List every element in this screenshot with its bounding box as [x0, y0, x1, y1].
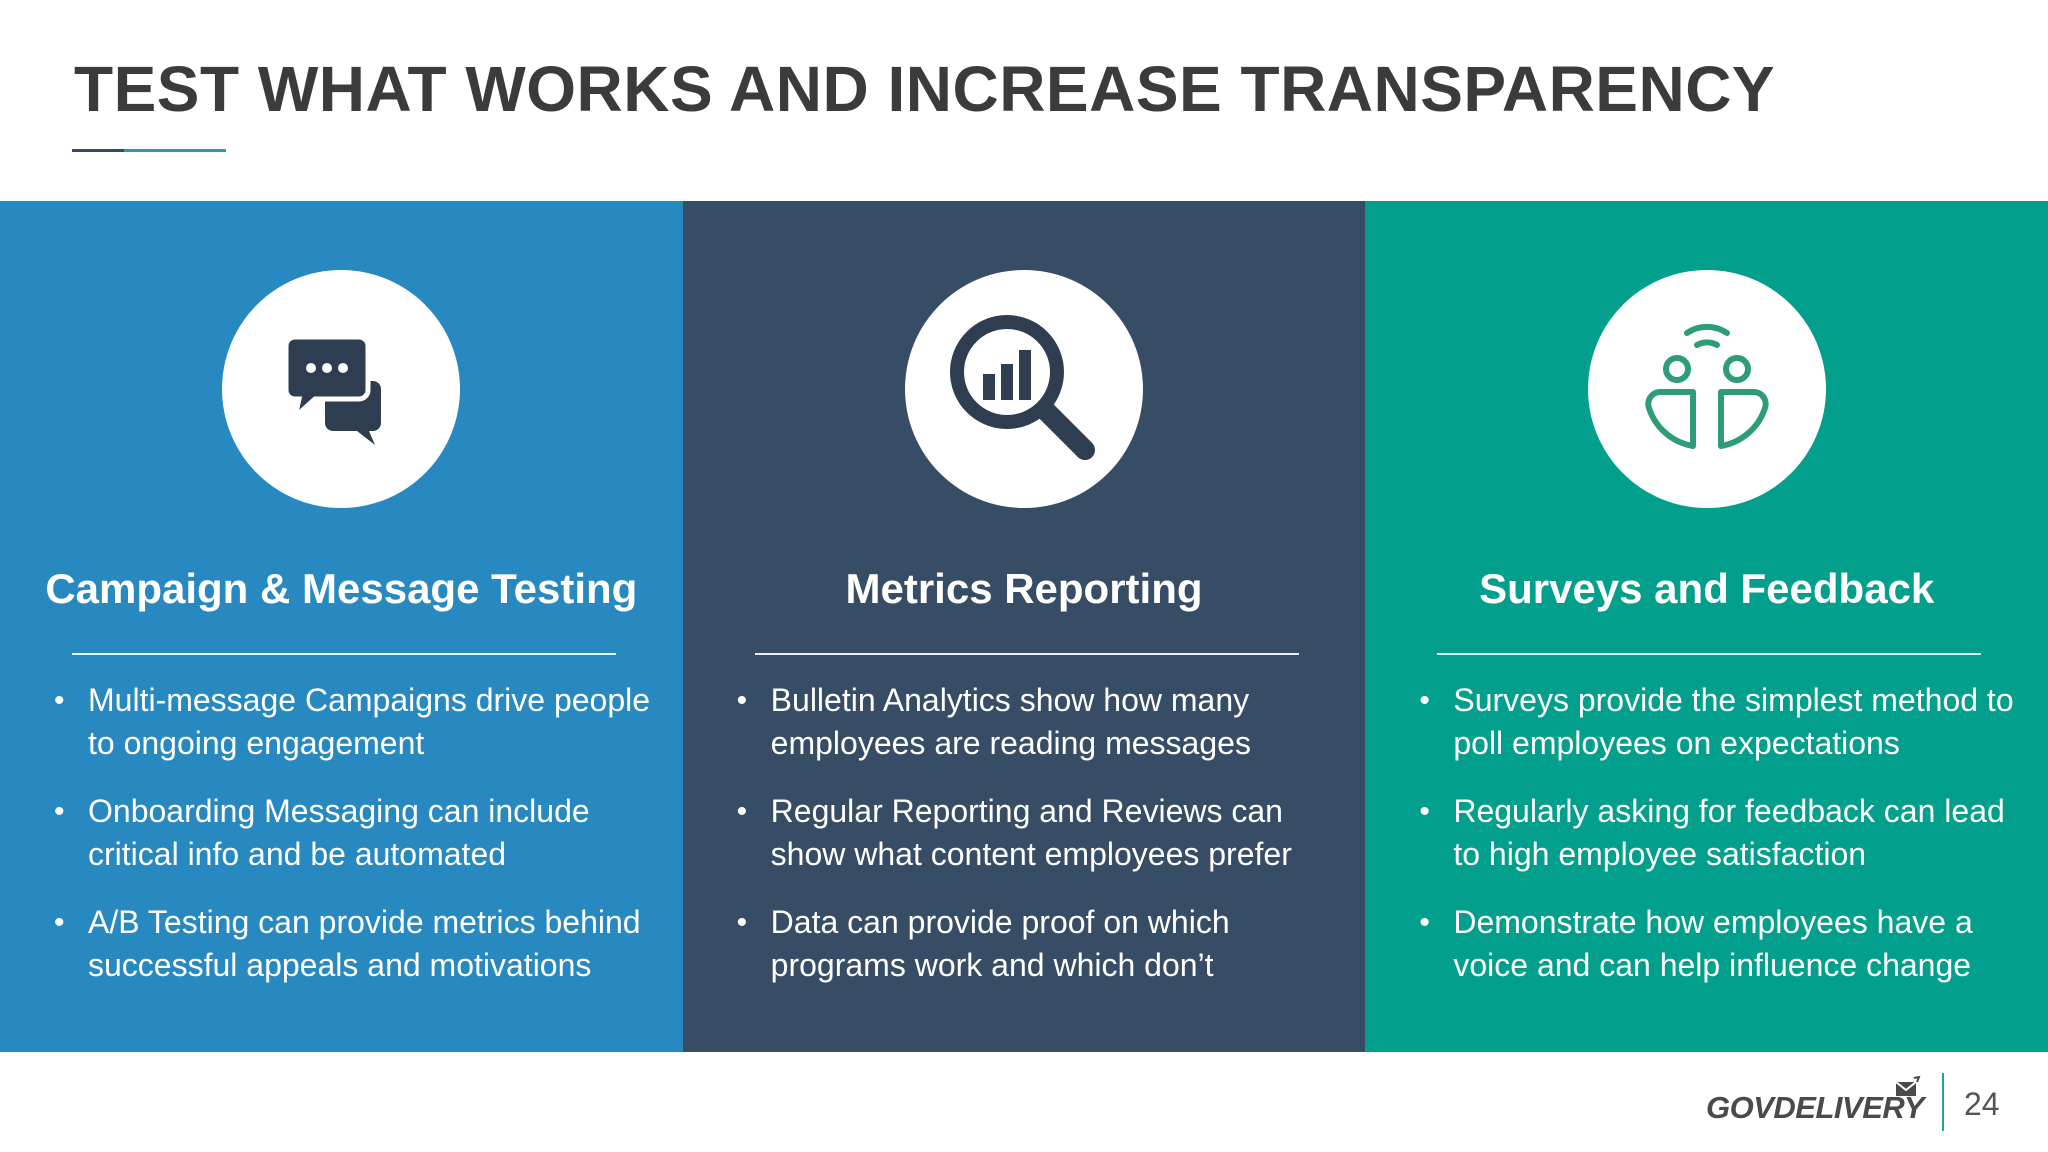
heading-divider	[1437, 653, 1982, 655]
bullet-list: Multi-message Campaigns drive people to …	[54, 679, 654, 1012]
people-signal-icon	[1645, 324, 1769, 449]
panels-row: Campaign & Message Testing Multi-message…	[0, 201, 2048, 1052]
bullet-list: Bulletin Analytics show how many employe…	[737, 679, 1337, 1012]
panel-metrics-reporting: Metrics Reporting Bulletin Analytics sho…	[682, 201, 1366, 1052]
bullet-item: Onboarding Messaging can include critica…	[54, 790, 654, 876]
bullet-item: Surveys provide the simplest method to p…	[1419, 679, 2019, 765]
panel-heading: Surveys and Feedback	[1479, 565, 1935, 612]
panel-surveys-feedback: Surveys and Feedback Surveys provide the…	[1365, 201, 2048, 1052]
chat-bubbles-icon	[283, 334, 382, 445]
panel-heading: Campaign & Message Testing	[45, 565, 638, 612]
footer-divider	[1942, 1073, 1944, 1131]
slide-title: TEST WHAT WORKS AND INCREASE TRANSPARENC…	[74, 53, 1776, 125]
title-underline	[72, 149, 226, 152]
govdelivery-logo: GOVDELIVERY	[1706, 1090, 1924, 1125]
magnifier-chart-icon	[950, 315, 1095, 460]
panel-heading: Metrics Reporting	[845, 565, 1203, 612]
panel-campaign-testing: Campaign & Message Testing Multi-message…	[0, 201, 683, 1052]
bullet-list: Surveys provide the simplest method to p…	[1419, 679, 2019, 1012]
bullet-item: Regular Reporting and Reviews can show w…	[737, 790, 1337, 876]
page-number: 24	[1964, 1086, 2000, 1122]
envelope-icon	[1895, 1076, 1921, 1096]
bullet-item: Bulletin Analytics show how many employe…	[737, 679, 1337, 765]
icon-circle	[222, 270, 461, 508]
bullet-item: Multi-message Campaigns drive people to …	[54, 679, 654, 765]
heading-divider	[754, 653, 1299, 655]
icon-circle	[1587, 270, 1826, 508]
heading-divider	[72, 653, 616, 655]
icon-circle	[905, 270, 1143, 508]
bullet-item: Demonstrate how employees have a voice a…	[1419, 901, 2019, 987]
bullet-item: A/B Testing can provide metrics behind s…	[54, 901, 654, 987]
bullet-item: Data can provide proof on which programs…	[737, 901, 1337, 987]
bullet-item: Regularly asking for feedback can lead t…	[1419, 790, 2019, 876]
